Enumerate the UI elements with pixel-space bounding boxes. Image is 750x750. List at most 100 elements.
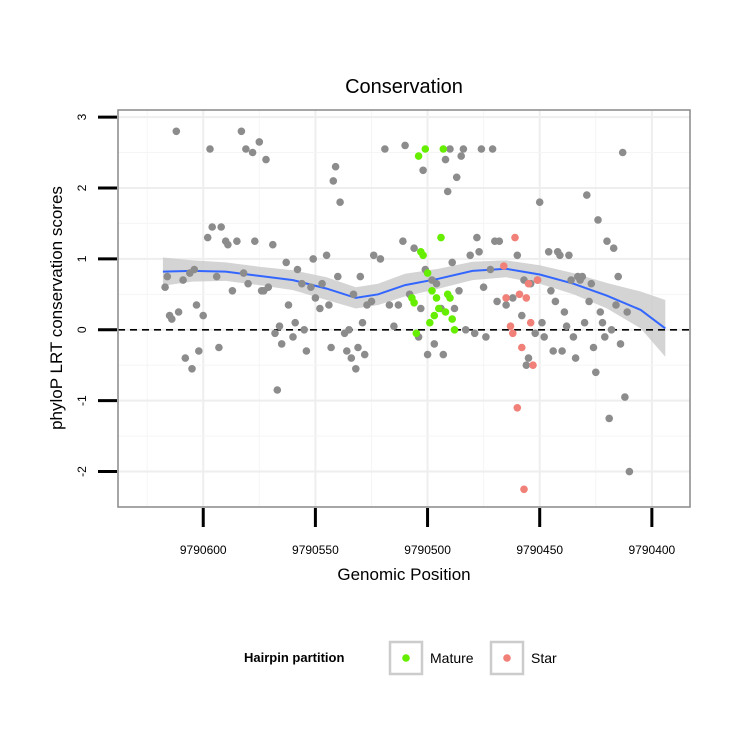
data-point-other xyxy=(587,279,596,288)
data-point-other xyxy=(560,308,569,316)
data-point-other xyxy=(621,393,629,401)
data-point-other xyxy=(502,301,510,309)
data-point-mature xyxy=(441,308,450,316)
data-point-other xyxy=(262,155,270,164)
data-point-other xyxy=(251,237,259,245)
data-point-other xyxy=(289,333,297,341)
data-point-other xyxy=(589,343,598,352)
data-point-other xyxy=(565,251,573,260)
data-point-other xyxy=(401,141,409,150)
data-point-other xyxy=(190,265,199,274)
data-point-mature xyxy=(428,287,436,295)
data-point-other xyxy=(457,152,466,160)
data-point-other xyxy=(441,155,450,164)
data-point-other xyxy=(277,340,286,348)
data-point-other xyxy=(493,297,501,306)
data-point-other xyxy=(360,350,369,359)
legend-label-mature: Mature xyxy=(430,650,474,666)
data-point-other xyxy=(161,283,169,292)
data-point-other xyxy=(215,343,223,352)
data-point-other xyxy=(334,272,342,281)
x-axis-ticks: 9790600 9790550 9790500 9790450 9790400 xyxy=(180,508,676,557)
data-point-mature xyxy=(426,318,434,327)
data-point-other xyxy=(271,329,279,338)
data-point-other xyxy=(538,318,546,327)
data-point-other xyxy=(448,258,457,267)
data-point-other xyxy=(199,311,207,320)
data-point-other xyxy=(168,315,176,323)
data-point-other xyxy=(580,318,589,327)
data-point-mature xyxy=(419,251,427,260)
data-point-other xyxy=(524,354,533,362)
data-point-other xyxy=(399,237,407,245)
data-point-other xyxy=(419,166,427,175)
data-point-star xyxy=(506,322,515,331)
data-point-star xyxy=(511,233,519,242)
data-point-other xyxy=(394,301,403,309)
data-point-other xyxy=(275,322,284,331)
data-point-other xyxy=(172,127,181,136)
data-point-other xyxy=(248,148,257,157)
data-point-other xyxy=(547,287,555,295)
x-tick-label: 9790600 xyxy=(180,543,227,557)
data-point-mature xyxy=(450,326,459,334)
data-point-other xyxy=(410,244,418,252)
data-point-other xyxy=(376,255,385,263)
data-point-star xyxy=(515,290,524,299)
data-point-other xyxy=(356,272,365,281)
data-point-other xyxy=(192,301,201,309)
data-point-other xyxy=(459,145,468,153)
data-point-other xyxy=(612,301,620,309)
data-point-mature xyxy=(446,294,454,302)
data-point-other xyxy=(461,326,470,334)
data-point-other xyxy=(558,347,566,355)
x-tick-label: 9790450 xyxy=(516,543,563,557)
data-point-other xyxy=(244,279,252,288)
data-point-mature xyxy=(439,145,448,153)
data-point-other xyxy=(307,283,315,292)
data-point-other xyxy=(417,304,425,313)
data-point-other xyxy=(208,223,216,231)
data-point-other xyxy=(479,283,488,292)
data-point-other xyxy=(544,248,553,256)
y-tick-label: -2 xyxy=(75,466,89,477)
data-point-other xyxy=(623,308,631,316)
data-point-other xyxy=(423,350,432,359)
x-axis-title: Genomic Position xyxy=(337,565,470,584)
data-point-other xyxy=(430,340,439,348)
data-point-other xyxy=(455,287,463,295)
data-point-other xyxy=(354,343,362,352)
data-point-other xyxy=(535,198,544,206)
data-point-other xyxy=(298,279,306,288)
grid-lines xyxy=(118,110,690,508)
data-point-other xyxy=(343,347,351,355)
data-point-other xyxy=(269,240,277,249)
data-point-other xyxy=(322,251,331,260)
data-point-star xyxy=(500,262,508,270)
data-point-other xyxy=(163,272,172,281)
data-point-other xyxy=(367,297,376,306)
data-point-star xyxy=(502,294,510,302)
data-point-other xyxy=(228,287,237,295)
data-point-other xyxy=(439,350,448,359)
data-point-other xyxy=(569,333,578,341)
legend-swatch-star xyxy=(503,654,511,662)
data-point-other xyxy=(188,365,196,373)
data-point-other xyxy=(385,301,394,309)
data-point-other xyxy=(488,145,497,153)
smooth-trend-line xyxy=(162,267,666,330)
data-point-other xyxy=(369,251,378,260)
y-tick-label: 1 xyxy=(75,255,89,262)
data-point-other xyxy=(212,272,221,281)
data-point-other xyxy=(601,333,609,341)
data-point-star xyxy=(509,329,517,338)
legend-label-star: Star xyxy=(531,650,557,666)
data-point-other xyxy=(495,237,504,245)
data-point-other xyxy=(607,326,616,334)
data-point-other xyxy=(302,347,311,355)
data-point-other xyxy=(381,145,389,153)
data-point-other xyxy=(233,237,241,245)
data-point-other xyxy=(181,354,190,362)
data-point-star xyxy=(518,343,526,352)
data-point-other xyxy=(309,255,318,263)
